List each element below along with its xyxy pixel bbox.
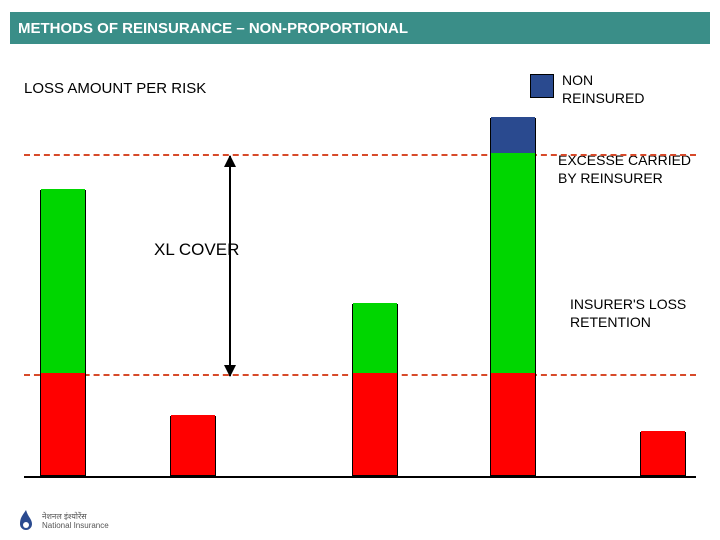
bar-segment-retention — [641, 431, 685, 475]
y-axis-label: LOSS AMOUNT PER RISK — [24, 80, 206, 97]
flame-icon — [16, 510, 36, 534]
legend-label-non-reinsured: NONREINSURED — [562, 72, 644, 107]
cover-upper-threshold-line — [24, 154, 696, 156]
loss-bar — [40, 190, 86, 476]
loss-bar — [352, 304, 398, 476]
bar-segment-retention — [41, 373, 85, 475]
bar-segment-retention — [171, 415, 215, 475]
bar-segment-retention — [353, 373, 397, 475]
xl-cover-label: XL COVER — [154, 240, 239, 260]
loss-bar-chart: XL COVER — [24, 108, 696, 478]
loss-bar — [640, 432, 686, 476]
bar-segment-excess — [41, 189, 85, 373]
loss-bar — [490, 118, 536, 476]
brand-name-en: National Insurance — [42, 522, 109, 531]
loss-bar — [170, 416, 216, 476]
chart-baseline — [24, 476, 696, 478]
legend-swatch-non-reinsured — [530, 74, 554, 98]
bar-segment-non-reinsured — [491, 117, 535, 153]
bar-segment-excess — [491, 153, 535, 373]
brand-logo: नेशनल इंश्योरेंस National Insurance — [16, 510, 109, 534]
page-title: METHODS OF REINSURANCE – NON-PROPORTIONA… — [18, 20, 408, 37]
bar-segment-excess — [353, 303, 397, 373]
title-bar: METHODS OF REINSURANCE – NON-PROPORTIONA… — [10, 12, 710, 44]
bar-segment-retention — [491, 373, 535, 475]
